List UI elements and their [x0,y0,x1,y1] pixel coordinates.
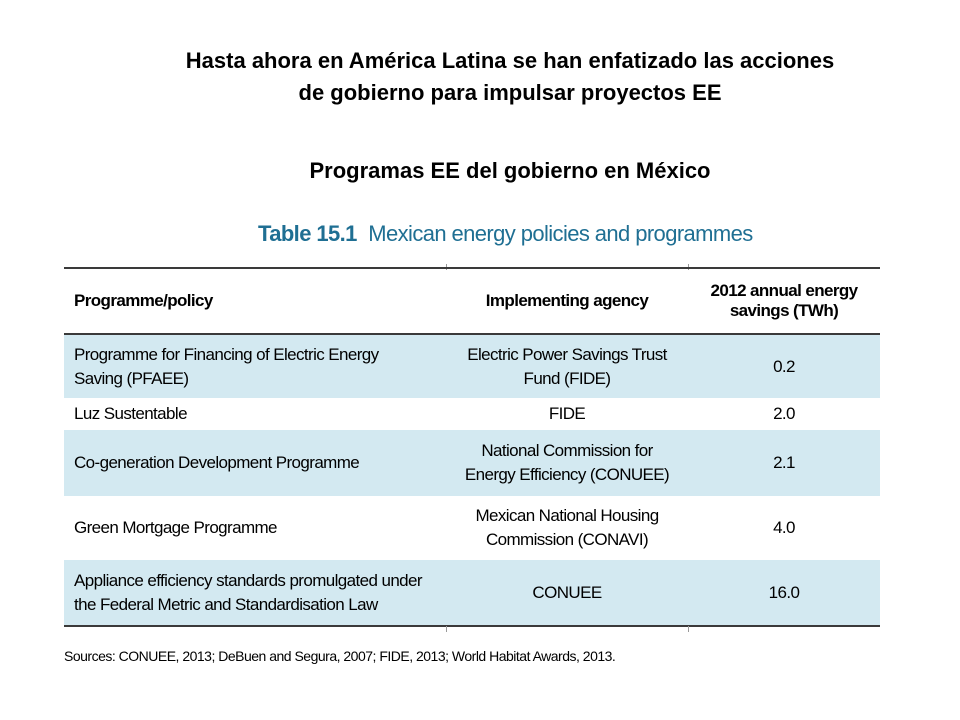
policy-cell: Appliance efficiency standards promulgat… [64,560,446,626]
agency-cell: Mexican National Housing Commission (CON… [446,496,688,560]
agency-line-1: Mexican National Housing [475,506,659,525]
table-sources-note: Sources: CONUEE, 2013; DeBuen and Segura… [64,648,616,664]
table-row: Programme for Financing of Electric Ener… [64,334,880,398]
header-annual-savings-line-2: savings (TWh) [729,301,839,320]
table-header-row: Programme/policy Implementing agency 201… [64,268,880,334]
slide-subheading: Programas EE del gobierno en México [309,158,711,183]
policy-cell: Programme for Financing of Electric Ener… [64,334,446,398]
table-row: Luz Sustentable FIDE 2.0 [64,398,880,430]
savings-cell: 16.0 [768,582,800,602]
slide-heading: Hasta ahora en América Latina se han enf… [60,45,960,109]
header-annual-savings-line-1: 2012 annual energy [710,281,859,300]
table-row: Appliance efficiency standards promulgat… [64,560,880,626]
policies-table: Programme/policy Implementing agency 201… [64,267,880,627]
savings-cell: 4.0 [773,518,795,537]
policy-line-1: Programme for Financing of Electric Ener… [74,344,379,364]
slide-heading-line-1: Hasta ahora en América Latina se han enf… [185,48,835,73]
savings-cell: 2.1 [773,453,795,472]
header-implementing-agency: Implementing agency [485,291,649,310]
column-divider-bottom [688,626,689,632]
table-row: Co-generation Development Programme Nati… [64,430,880,496]
policy-line-1: Appliance efficiency standards promulgat… [74,570,423,590]
table-caption-title: Mexican energy policies and programmes [368,221,753,246]
agency-line-2: Commission (CONAVI) [485,530,649,549]
savings-cell: 2.0 [773,404,795,423]
policy-cell: Luz Sustentable [74,404,188,423]
agency-cell: CONUEE [532,582,602,602]
agency-line-2: Fund (FIDE) [523,368,612,388]
column-divider-top [688,264,689,270]
agency-line-2: Energy Efficiency (CONUEE) [464,465,670,484]
agency-line-1: National Commission for [481,441,653,460]
agency-cell: Electric Power Savings Trust Fund (FIDE) [446,334,688,398]
agency-cell: FIDE [548,404,586,423]
table-row: Green Mortgage Programme Mexican Nationa… [64,496,880,560]
policy-line-2: the Federal Metric and Standardisation L… [74,594,378,614]
column-divider-top [446,264,447,270]
table-caption-number: Table 15.1 [258,221,357,246]
column-divider-bottom [446,626,447,632]
header-annual-savings: 2012 annual energy savings (TWh) [688,268,880,334]
policy-line-2: Saving (PFAEE) [74,368,189,388]
table-caption: Table 15.1 Mexican energy policies and p… [258,216,753,252]
savings-cell: 0.2 [773,356,795,376]
policy-cell: Green Mortgage Programme [74,518,278,537]
policy-cell: Co-generation Development Programme [74,453,360,472]
agency-line-1: Electric Power Savings Trust [467,344,667,364]
slide-heading-line-2: de gobierno para impulsar proyectos EE [298,80,722,105]
header-programme-policy: Programme/policy [74,291,213,310]
agency-cell: National Commission for Energy Efficienc… [446,430,688,496]
